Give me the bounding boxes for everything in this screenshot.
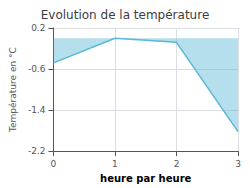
- svg-text:Température en °C: Température en °C: [8, 47, 18, 133]
- svg-text:-2.2: -2.2: [28, 146, 46, 156]
- svg-text:Evolution de la température: Evolution de la température: [41, 8, 210, 22]
- svg-text:2: 2: [174, 159, 180, 169]
- svg-text:heure par heure: heure par heure: [100, 173, 191, 184]
- svg-text:-1.4: -1.4: [28, 105, 46, 115]
- svg-text:3: 3: [235, 159, 241, 169]
- svg-text:0: 0: [51, 159, 57, 169]
- svg-text:-0.6: -0.6: [28, 64, 46, 74]
- svg-text:0.2: 0.2: [31, 23, 45, 33]
- svg-text:1: 1: [112, 159, 118, 169]
